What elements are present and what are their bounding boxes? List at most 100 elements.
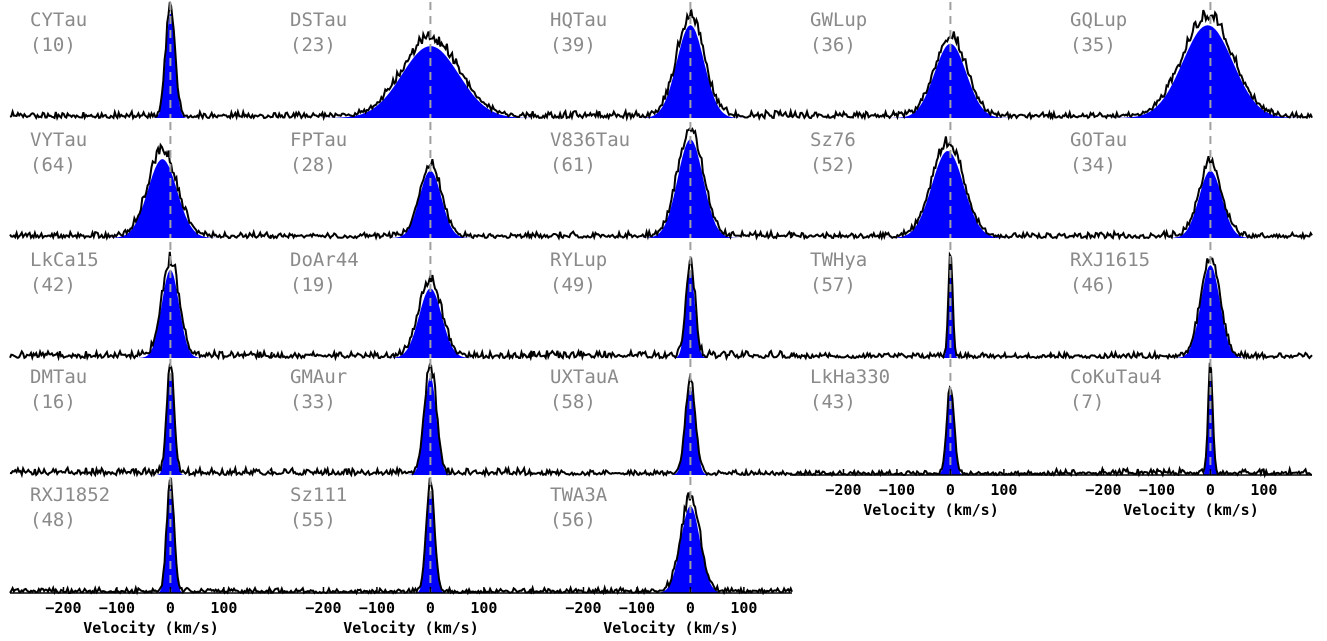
x-tick-label: 0 bbox=[1206, 481, 1215, 499]
x-axis-title: Velocity (km/s) bbox=[863, 501, 998, 519]
spectrum-panel-sz76: Sz76 (52) bbox=[790, 122, 1052, 238]
x-tick-label: −100 bbox=[99, 599, 135, 617]
star-count-label: (16) bbox=[30, 391, 76, 413]
star-count-label: (52) bbox=[810, 154, 856, 176]
spectrum-panel-v836tau: V836Tau (61) bbox=[530, 122, 792, 238]
star-count-label: (46) bbox=[1070, 274, 1116, 296]
x-tick-label: 0 bbox=[426, 599, 435, 617]
star-name-label: LkHa330 bbox=[810, 366, 890, 388]
star-count-label: (48) bbox=[30, 509, 76, 531]
star-count-label: (39) bbox=[550, 34, 596, 56]
x-tick-label: −200 bbox=[45, 599, 81, 617]
star-name-label: DSTau bbox=[290, 9, 347, 31]
star-count-label: (7) bbox=[1070, 391, 1104, 413]
star-count-label: (35) bbox=[1070, 34, 1116, 56]
star-name-label: DMTau bbox=[30, 366, 87, 388]
x-axis-title: Velocity (km/s) bbox=[343, 619, 478, 637]
spectrum-panel-rxj1852: RXJ1852 (48) bbox=[10, 477, 272, 593]
spectrum-panel-gwlup: GWLup (36) bbox=[790, 2, 1052, 118]
x-tick-label: −200 bbox=[305, 599, 341, 617]
star-count-label: (19) bbox=[290, 274, 336, 296]
star-count-label: (56) bbox=[550, 509, 596, 531]
spectrum-panel-lkca15: LkCa15 (42) bbox=[10, 242, 272, 358]
star-name-label: TWA3A bbox=[550, 484, 608, 506]
star-count-label: (58) bbox=[550, 391, 596, 413]
velocity-axis: −200 −100 0 100 Velocity (km/s) bbox=[10, 587, 272, 637]
spectrum-panel-twa3a: TWA3A (56) bbox=[530, 477, 792, 593]
star-count-label: (57) bbox=[810, 274, 856, 296]
star-name-label: LkCa15 bbox=[30, 249, 99, 271]
velocity-axis: −200 −100 0 100 Velocity (km/s) bbox=[790, 469, 1052, 519]
observed-spectrum bbox=[530, 258, 792, 358]
x-tick-label: −100 bbox=[619, 599, 655, 617]
star-name-label: DoAr44 bbox=[290, 249, 359, 271]
star-count-label: (10) bbox=[30, 34, 76, 56]
x-axis-title: Velocity (km/s) bbox=[83, 619, 218, 637]
x-tick-label: −200 bbox=[565, 599, 601, 617]
spectrum-panel-rylup: RYLup (49) bbox=[530, 242, 792, 358]
star-name-label: TWHya bbox=[810, 249, 867, 271]
spectrum-panel-twhya: TWHya (57) bbox=[790, 242, 1052, 358]
x-tick-label: −100 bbox=[359, 599, 395, 617]
velocity-axis: −200 −100 0 100 Velocity (km/s) bbox=[1050, 469, 1312, 519]
star-name-label: RXJ1852 bbox=[30, 484, 110, 506]
x-tick-label: 100 bbox=[210, 599, 237, 617]
spectrum-panel-gqlup: GQLup (35) bbox=[1050, 2, 1312, 118]
observed-spectrum bbox=[530, 493, 792, 593]
star-name-label: GMAur bbox=[290, 366, 347, 388]
star-name-label: GWLup bbox=[810, 9, 867, 31]
x-tick-label: −200 bbox=[825, 481, 861, 499]
gaussian-fit bbox=[1108, 25, 1308, 118]
velocity-axis: −200 −100 0 100 Velocity (km/s) bbox=[530, 587, 792, 637]
spectrum-panel-doar44: DoAr44 (19) bbox=[270, 242, 532, 358]
x-tick-label: 0 bbox=[946, 481, 955, 499]
star-count-label: (36) bbox=[810, 34, 856, 56]
star-name-label: CYTau bbox=[30, 9, 87, 31]
star-name-label: Sz76 bbox=[810, 129, 856, 151]
star-name-label: CoKuTau4 bbox=[1070, 366, 1162, 388]
spectrum-panel-sz111: Sz111 (55) bbox=[270, 477, 532, 593]
x-tick-label: 100 bbox=[730, 599, 757, 617]
star-name-label: Sz111 bbox=[290, 484, 347, 506]
star-name-label: RXJ1615 bbox=[1070, 249, 1150, 271]
star-count-label: (64) bbox=[30, 154, 76, 176]
spectrum-panel-gmaur: GMAur(33) bbox=[270, 359, 532, 475]
spectrum-panel-fptau: FPTau (28) bbox=[270, 122, 532, 238]
spectrum-panel-vytau: VYTau (64) bbox=[10, 122, 272, 238]
star-count-label: (61) bbox=[550, 154, 596, 176]
spectrum-panel-dmtau: DMTau (16) bbox=[10, 359, 272, 475]
x-tick-label: 0 bbox=[166, 599, 175, 617]
spectrum-panel-lkha330: LkHa330 (43) bbox=[790, 359, 1052, 475]
x-axis-title: Velocity (km/s) bbox=[1123, 501, 1258, 519]
gaussian-fit bbox=[104, 159, 220, 238]
x-tick-label: 100 bbox=[1250, 481, 1277, 499]
star-name-label: UXTauA bbox=[550, 366, 619, 388]
spectrum-panel-uxtaua: UXTauA (58) bbox=[530, 359, 792, 475]
x-tick-label: 0 bbox=[686, 599, 695, 617]
velocity-axis: −200 −100 0 100 Velocity (km/s) bbox=[270, 587, 532, 637]
star-count-label: (43) bbox=[810, 391, 856, 413]
x-tick-label: −100 bbox=[879, 481, 915, 499]
gaussian-fit bbox=[317, 46, 532, 118]
star-count-label: (49) bbox=[550, 274, 596, 296]
star-name-label: HQTau bbox=[550, 9, 607, 31]
star-name-label: VYTau bbox=[30, 129, 87, 151]
star-count-label: (23) bbox=[290, 34, 336, 56]
spectrum-panel-cytau: CYTau (10) bbox=[10, 2, 272, 118]
spectrum-panel-hqtau: HQTau (39) bbox=[530, 2, 792, 118]
spectrum-panel-cokutau4: CoKuTau4 (7) bbox=[1050, 359, 1312, 475]
gaussian-fit bbox=[884, 151, 1011, 238]
star-count-label: (42) bbox=[30, 274, 76, 296]
star-name-label: FPTau bbox=[290, 129, 347, 151]
x-tick-label: −200 bbox=[1085, 481, 1121, 499]
x-tick-label: 100 bbox=[470, 599, 497, 617]
spectrum-panel-dstau: DSTau (23) bbox=[270, 2, 532, 118]
star-name-label: RYLup bbox=[550, 249, 607, 271]
x-tick-label: 100 bbox=[990, 481, 1017, 499]
star-name-label: GQLup bbox=[1070, 9, 1127, 31]
spectrum-panel-rxj1615: RXJ1615 (46) bbox=[1050, 242, 1312, 358]
star-count-label: (34) bbox=[1070, 154, 1116, 176]
x-axis-title: Velocity (km/s) bbox=[603, 619, 738, 637]
star-count-label: (55) bbox=[290, 509, 336, 531]
